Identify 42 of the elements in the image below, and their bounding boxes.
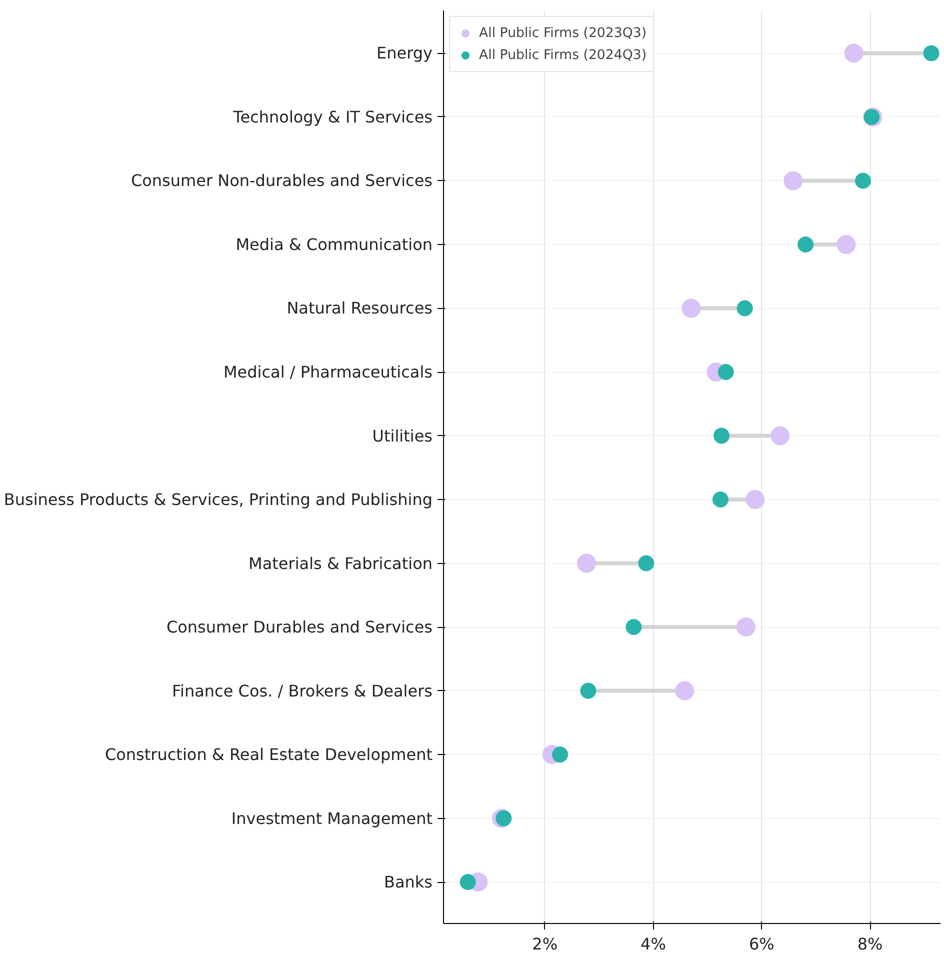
point [626,619,642,636]
point [923,45,940,62]
y-tick-label: Energy [376,44,432,63]
point [460,874,476,890]
point [736,300,753,316]
point [577,554,596,573]
y-tick-label: Medical / Pharmaceuticals [223,362,433,382]
point [682,298,701,318]
y-tick-label: Utilities [372,426,432,446]
point [770,426,790,446]
legend-label: All Public Firms (2023Q3) [479,26,647,40]
point [736,618,756,637]
point [844,44,864,63]
point [784,171,803,190]
y-tick-label: Consumer Non-durables and Services [130,171,432,190]
point [552,746,568,763]
y-tick-label: Technology & IT Services [232,107,433,126]
y-tick-label: Consumer Durables and Services [166,618,433,637]
x-tick-label: 2% [532,934,558,954]
y-tick-label: Banks [384,872,433,892]
x-tick-label: 4% [640,934,666,954]
point [712,492,728,508]
point [798,236,814,252]
point [718,364,734,380]
y-tick-label: Media & Communication [236,234,432,254]
x-tick-label: 8% [857,934,883,954]
point [496,810,512,826]
x-tick-label: 6% [748,934,774,954]
point [854,172,871,189]
point [675,681,694,700]
y-tick-label: Investment Management [231,808,432,828]
point [836,235,856,254]
point [714,428,730,444]
point [580,682,596,699]
y-tick-label: Finance Cos. / Brokers & Dealers [172,681,433,700]
point [746,490,765,509]
y-tick-label: Materials & Fabrication [248,554,432,573]
y-tick-label: Construction & Real Estate Development [104,745,433,764]
legend-label: All Public Firms (2024Q3) [479,48,647,62]
y-tick-label: Natural Resources [286,298,432,318]
y-tick-label: Business Products & Services, Printing and Publishing [4,490,432,510]
point [638,555,654,572]
